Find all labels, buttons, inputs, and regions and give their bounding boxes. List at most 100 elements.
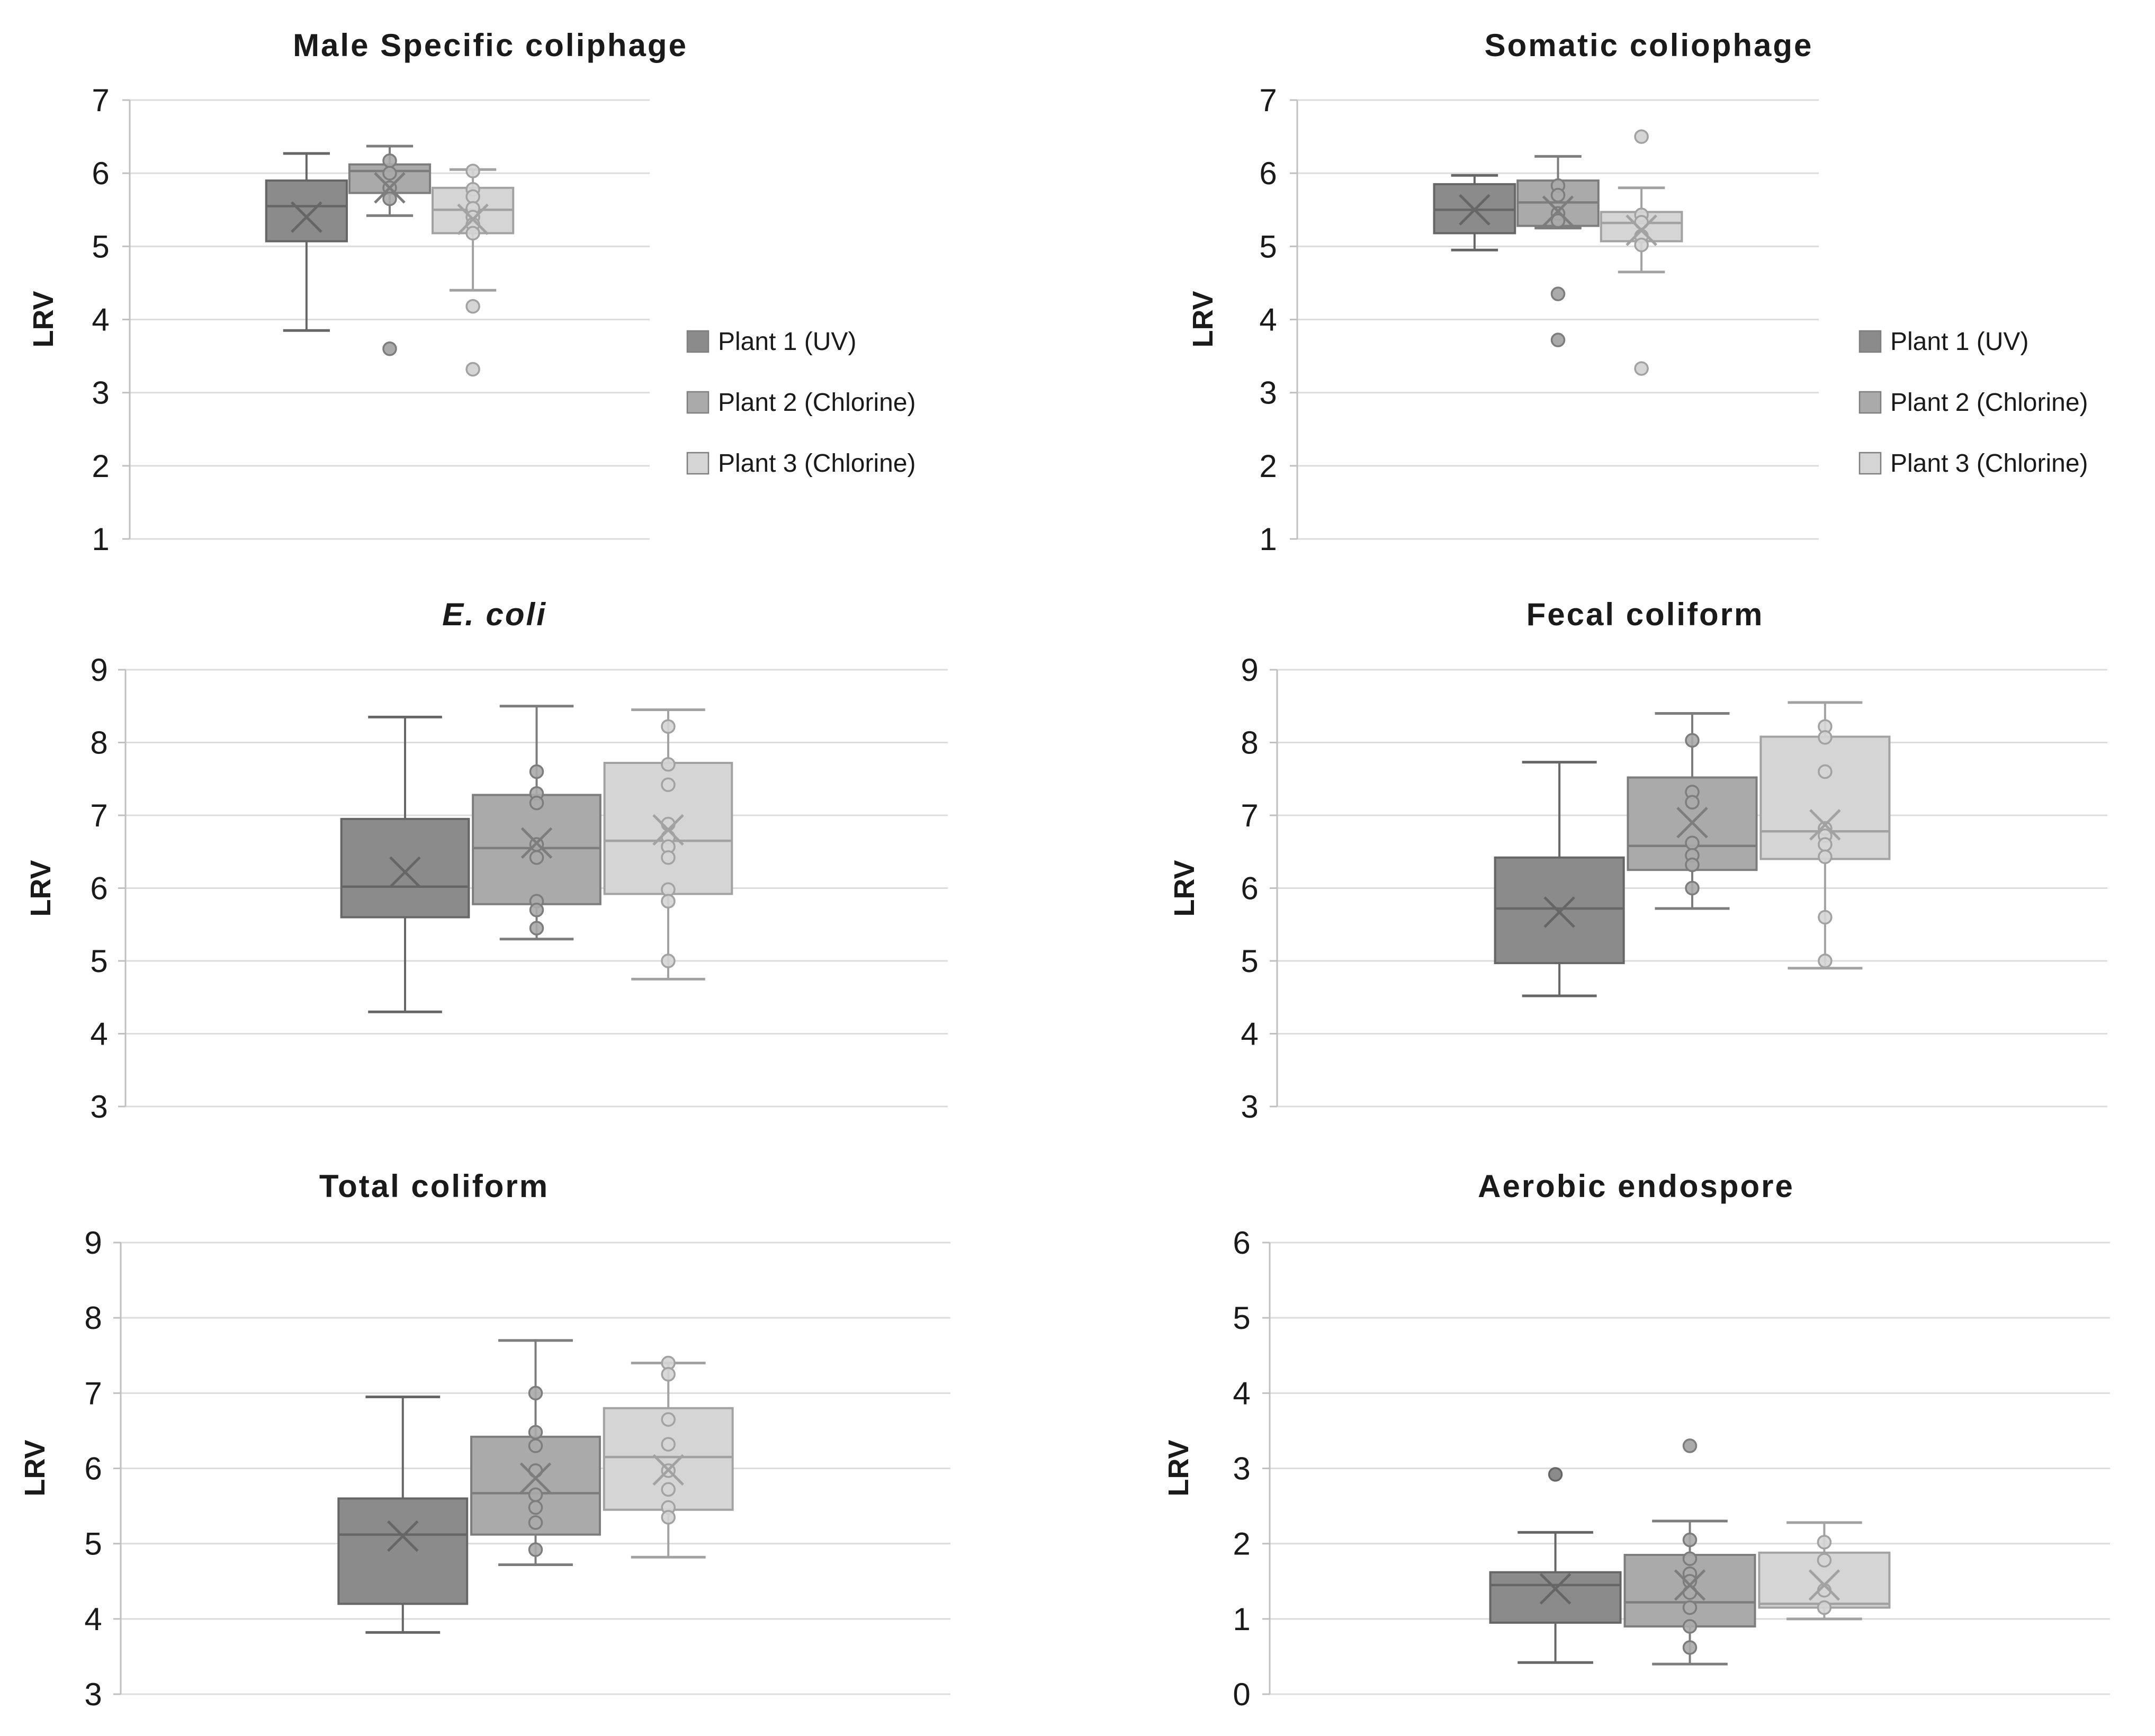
outlier-point-plant-3 xyxy=(1634,129,1649,144)
tick-label: 5 xyxy=(1233,1300,1250,1336)
chart-title: Fecal coliform xyxy=(1527,597,1764,632)
data-point-plant-3 xyxy=(661,1510,676,1525)
legend-swatch xyxy=(686,452,710,475)
chart-title: Male Specific coliphage xyxy=(293,28,688,63)
data-point-plant-3 xyxy=(661,1412,676,1427)
mean-marker-plant-2 xyxy=(519,1462,552,1494)
mean-marker-plant-2 xyxy=(374,172,406,204)
chart-total-coliform: Total coliform LRV 9 8 7 6 5 4 3 xyxy=(19,1168,950,1712)
y-axis-label: LRV xyxy=(1187,291,1219,347)
data-point-plant-2 xyxy=(528,1425,543,1440)
data-point-plant-2 xyxy=(382,166,397,181)
mean-marker-plant-1 xyxy=(1459,194,1490,226)
outlier-point-plant-2 xyxy=(1550,286,1566,301)
data-point-plant-2 xyxy=(382,191,397,206)
plot-area: 7 6 5 4 3 2 1 xyxy=(1259,83,1819,557)
data-point-plant-2 xyxy=(1685,857,1700,873)
data-point-plant-3 xyxy=(661,719,676,734)
chart-aerobic-endospore: Aerobic endospore LRV 6 5 4 3 2 1 0 xyxy=(1163,1168,2110,1712)
plot-area: 9 8 7 6 5 4 3 xyxy=(1241,652,2107,1125)
tick-label: 8 xyxy=(1241,725,1258,761)
data-point-plant-2 xyxy=(1685,835,1700,850)
tick-label: 0 xyxy=(1233,1677,1250,1712)
legend-swatch xyxy=(1858,391,1882,414)
mean-marker-plant-2 xyxy=(520,827,553,859)
tick-label: 1 xyxy=(1233,1602,1250,1637)
tick-label: 4 xyxy=(1241,1017,1258,1052)
data-point-plant-3 xyxy=(661,1482,676,1497)
tick-label: 6 xyxy=(1233,1225,1250,1261)
chart-title: Somatic coliophage xyxy=(1485,28,1813,63)
tick-label: 2 xyxy=(1233,1526,1250,1562)
data-point-plant-3 xyxy=(1818,910,1833,925)
legend-item: Plant 2 (Chlorine) xyxy=(686,389,916,417)
box-plant-1 xyxy=(265,179,348,242)
legend: Plant 1 (UV) Plant 2 (Chlorine) Plant 3 … xyxy=(1858,328,2088,478)
tick-label: 9 xyxy=(1241,652,1258,688)
data-point-plant-3 xyxy=(661,1367,676,1382)
tick-label: 9 xyxy=(84,1225,102,1261)
tick-label: 6 xyxy=(1241,871,1258,906)
chart-e-coli: E. coli LRV 9 8 7 6 5 4 3 xyxy=(25,597,948,1125)
legend-swatch xyxy=(1858,330,1882,353)
legend-label: Plant 3 (Chlorine) xyxy=(1890,449,2088,478)
legend-item: Plant 1 (UV) xyxy=(1858,328,2028,356)
tick-label: 4 xyxy=(90,1017,107,1052)
data-point-plant-2 xyxy=(528,1500,543,1515)
tick-label: 6 xyxy=(90,871,107,906)
mean-marker-plant-3 xyxy=(1808,1569,1840,1601)
tick-label: 6 xyxy=(84,1451,102,1487)
data-point-plant-3 xyxy=(661,954,676,968)
data-point-plant-2 xyxy=(1685,880,1700,896)
data-point-plant-3 xyxy=(1817,1535,1832,1550)
legend-label: Plant 3 (Chlorine) xyxy=(718,449,916,478)
tick-label: 6 xyxy=(1259,156,1277,191)
legend: Plant 1 (UV) Plant 2 (Chlorine) Plant 3 … xyxy=(686,328,916,478)
chart-title: Aerobic endospore xyxy=(1478,1168,1794,1204)
data-point-plant-2 xyxy=(528,1515,543,1530)
chart-title: E. coli xyxy=(442,597,547,632)
tick-label: 4 xyxy=(92,302,109,338)
box-plant-1 xyxy=(337,1497,469,1605)
box-plant-1 xyxy=(1489,1571,1622,1624)
tick-label: 7 xyxy=(84,1375,102,1411)
legend-label: Plant 2 (Chlorine) xyxy=(1890,389,2088,417)
data-point-plant-2 xyxy=(528,1542,543,1557)
mean-marker-plant-1 xyxy=(1543,896,1575,928)
box-plant-1 xyxy=(340,817,470,919)
data-point-plant-2 xyxy=(1550,187,1566,203)
mean-marker-plant-1 xyxy=(1539,1573,1572,1605)
tick-label: 6 xyxy=(92,156,109,191)
legend-swatch xyxy=(686,330,710,353)
tick-label: 3 xyxy=(1233,1451,1250,1487)
data-point-plant-2 xyxy=(1682,1600,1698,1615)
y-axis-label: LRV xyxy=(19,1440,51,1496)
data-point-plant-3 xyxy=(661,757,676,772)
y-axis-label: LRV xyxy=(28,291,59,347)
data-point-plant-2 xyxy=(1550,213,1566,228)
outlier-point-plant-2 xyxy=(1550,332,1566,347)
data-point-plant-2 xyxy=(382,153,397,168)
data-point-plant-2 xyxy=(529,795,544,811)
tick-label: 7 xyxy=(92,83,109,118)
mean-marker-plant-1 xyxy=(389,856,421,888)
chart-fecal-coliform: Fecal coliform LRV 9 8 7 6 5 4 3 xyxy=(1169,597,2107,1125)
tick-label: 8 xyxy=(90,725,107,761)
data-point-plant-2 xyxy=(1682,1619,1698,1634)
mean-marker-plant-2 xyxy=(1674,1569,1706,1601)
data-point-plant-3 xyxy=(1818,849,1833,865)
data-point-plant-2 xyxy=(529,764,544,779)
chart-somatic-coliophage: Somatic coliophage LRV 7 6 5 4 3 2 1 Plant 1 (… xyxy=(1187,28,2088,557)
data-point-plant-3 xyxy=(1818,954,1833,968)
legend-label: Plant 2 (Chlorine) xyxy=(718,389,916,417)
data-point-plant-3 xyxy=(661,850,676,865)
data-point-plant-2 xyxy=(529,850,544,865)
data-point-plant-3 xyxy=(1817,1553,1832,1568)
mean-marker-plant-3 xyxy=(1626,214,1657,246)
tick-label: 4 xyxy=(1233,1375,1250,1411)
data-point-plant-3 xyxy=(1818,764,1833,779)
outlier-point-plant-2 xyxy=(382,341,397,356)
tick-label: 3 xyxy=(1241,1089,1258,1125)
tick-label: 5 xyxy=(1259,229,1277,264)
